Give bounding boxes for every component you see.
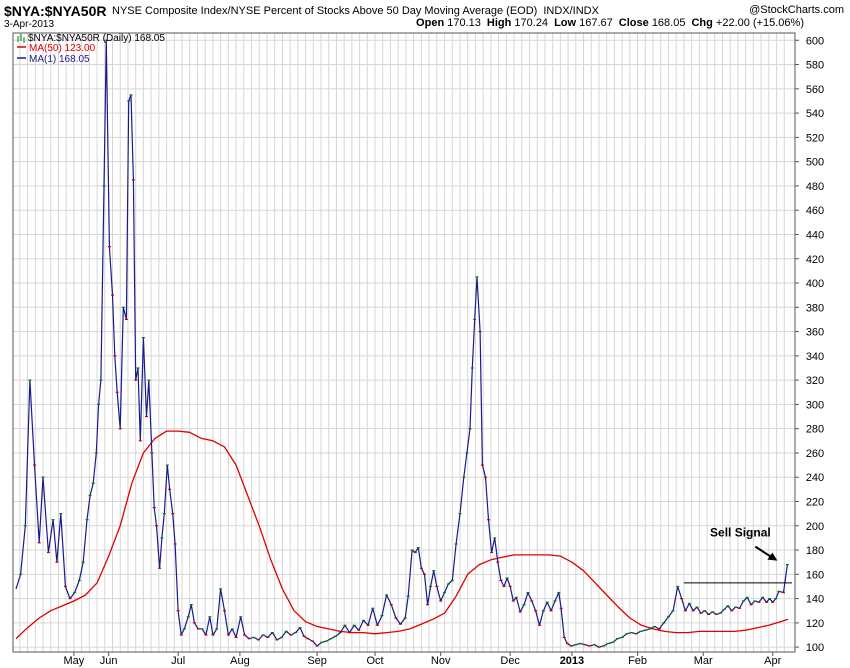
sell-signal-label: Sell Signal bbox=[710, 526, 771, 540]
y-tick-label: 320 bbox=[806, 375, 824, 387]
y-tick-label: 220 bbox=[806, 496, 824, 508]
x-tick-label: Oct bbox=[366, 655, 383, 667]
watermark: @StockCharts.com bbox=[749, 4, 844, 16]
y-tick-label: 440 bbox=[806, 229, 824, 241]
y-tick-label: 380 bbox=[806, 302, 824, 314]
y-tick-label: 580 bbox=[806, 60, 824, 72]
y-tick-label: 180 bbox=[806, 545, 824, 557]
chart-date: 3-Apr-2013 bbox=[4, 19, 55, 30]
y-tick-label: 360 bbox=[806, 327, 824, 339]
series-layer bbox=[15, 39, 789, 648]
y-tick-label: 500 bbox=[806, 157, 824, 169]
y-tick-label: 260 bbox=[806, 448, 824, 460]
y-tick-label: 520 bbox=[806, 132, 824, 144]
y-tick-label: 240 bbox=[806, 472, 824, 484]
chart-header: $NYA:$NYA50R NYSE Composite Index/NYSE P… bbox=[0, 0, 850, 38]
x-tick-label: Jul bbox=[171, 655, 185, 667]
legend-main: $NYA:$NYA50R (Daily) 168.05 bbox=[28, 33, 165, 44]
x-tick-label: 2013 bbox=[560, 655, 584, 667]
y-tick-label: 340 bbox=[806, 351, 824, 363]
description-text: NYSE Composite Index/NYSE Percent of Sto… bbox=[112, 5, 538, 17]
x-tick-label: May bbox=[64, 655, 85, 667]
y-tick-label: 280 bbox=[806, 424, 824, 436]
open-label: Open bbox=[416, 17, 445, 29]
y-tick-label: 400 bbox=[806, 278, 824, 290]
x-tick-label: Aug bbox=[230, 655, 250, 667]
y-tick-label: 540 bbox=[806, 108, 824, 120]
close-label: Close bbox=[618, 17, 649, 29]
y-tick-label: 600 bbox=[806, 35, 824, 47]
y-tick-label: 480 bbox=[806, 181, 824, 193]
grid-lines bbox=[13, 33, 795, 652]
legend: $NYA:$NYA50R (Daily) 168.05 MA(50) 123.0… bbox=[17, 33, 165, 65]
legend-ma1: MA(1) 168.05 bbox=[29, 54, 90, 65]
annotation-layer: Sell Signal bbox=[683, 526, 792, 584]
chart-description: NYSE Composite Index/NYSE Percent of Sto… bbox=[112, 5, 599, 17]
x-tick-label: Mar bbox=[694, 655, 713, 667]
y-tick-label: 420 bbox=[806, 254, 824, 266]
y-tick-label: 140 bbox=[806, 594, 824, 606]
ohlc-readout: Open 170.13 High 170.24 Low 167.67 Close 16… bbox=[416, 17, 804, 29]
exchange-text: INDX/INDX bbox=[543, 5, 599, 17]
y-tick-label: 560 bbox=[806, 84, 824, 96]
legend-main-icon bbox=[17, 34, 25, 43]
x-tick-label: Dec bbox=[500, 655, 520, 667]
low-value: 167.67 bbox=[579, 17, 613, 29]
high-label: High bbox=[486, 17, 512, 29]
plot-frame bbox=[12, 32, 796, 653]
y-tick-label: 120 bbox=[806, 618, 824, 630]
x-tick-label: Sep bbox=[307, 655, 327, 667]
low-label: Low bbox=[554, 17, 577, 29]
y-tick-label: 300 bbox=[806, 399, 824, 411]
x-tick-label: Nov bbox=[431, 655, 451, 667]
series-ma50-line bbox=[15, 430, 789, 640]
y-tick-label: 160 bbox=[806, 569, 824, 581]
x-axis: May Jun Jul Aug Sep Oct Nov Dec 2013 Feb Mar Apr bbox=[64, 652, 782, 667]
x-tick-label: Jun bbox=[100, 655, 118, 667]
high-value: 170.24 bbox=[514, 17, 549, 29]
x-tick-label: Apr bbox=[764, 655, 781, 667]
y-tick-label: 200 bbox=[806, 521, 824, 533]
open-value: 170.13 bbox=[447, 17, 481, 29]
y-tick-label: 100 bbox=[806, 642, 824, 654]
chg-label: Chg bbox=[691, 17, 713, 29]
legend-ma50: MA(50) 123.00 bbox=[29, 43, 96, 54]
x-tick-label: Feb bbox=[628, 655, 647, 667]
y-axis: 100 120 140 160 180 200 220 240 260 280 300 320 340 3… bbox=[795, 35, 824, 654]
sell-signal-arrow-head bbox=[767, 552, 778, 561]
series-price-line bbox=[15, 39, 788, 648]
chg-value: +22.00 (+15.06%) bbox=[715, 17, 804, 29]
chart-symbol: $NYA:$NYA50R bbox=[4, 3, 107, 19]
y-tick-label: 460 bbox=[806, 205, 824, 217]
close-value: 168.05 bbox=[651, 17, 686, 29]
